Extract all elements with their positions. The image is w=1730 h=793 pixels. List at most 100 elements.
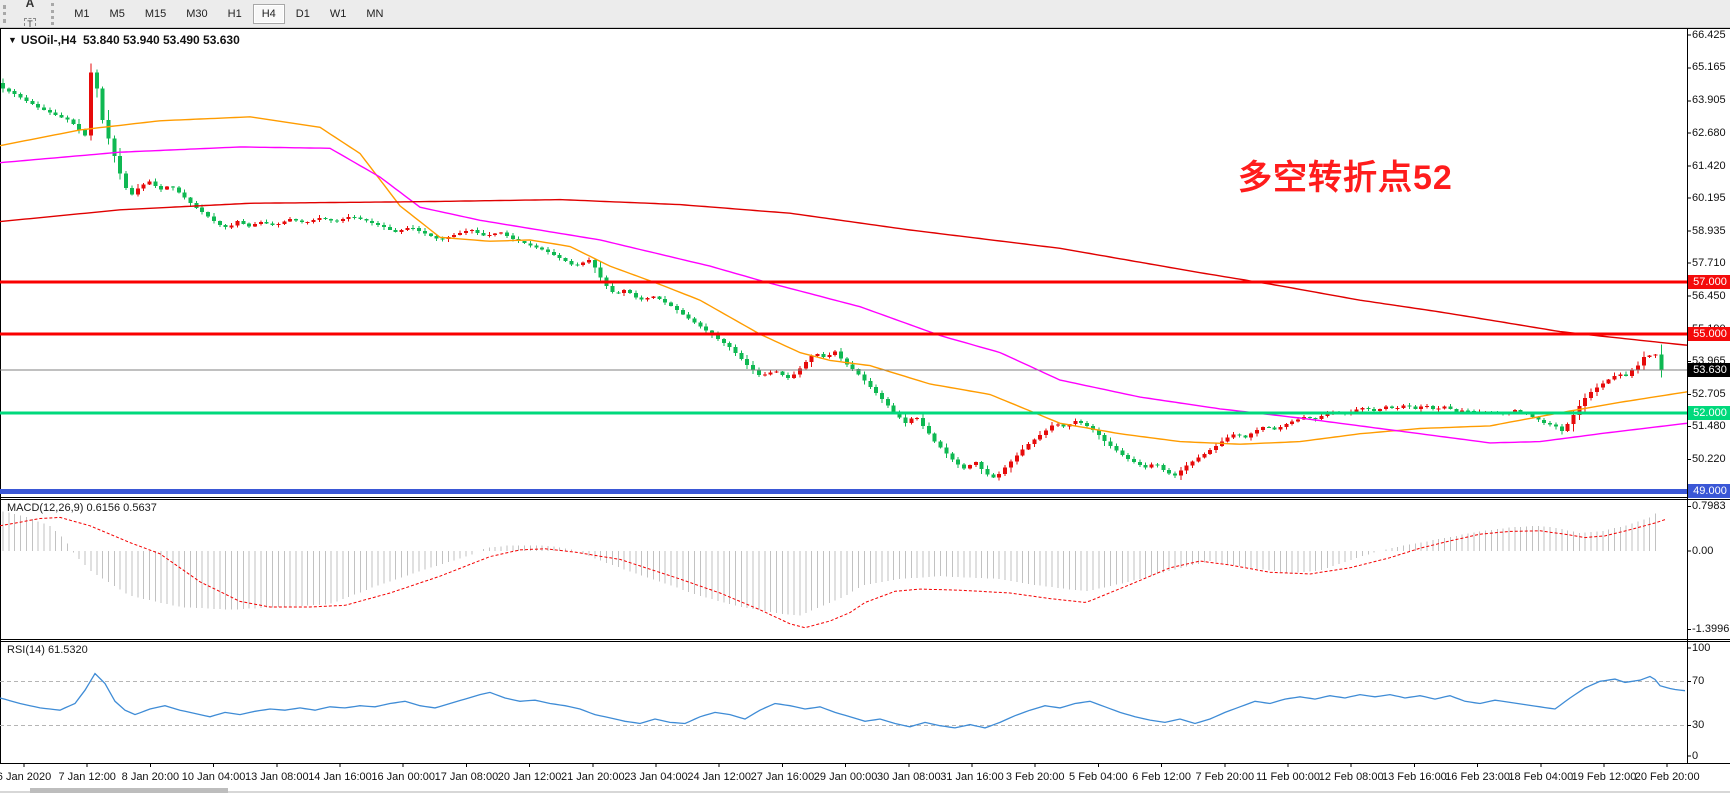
candle-body: [1073, 420, 1078, 425]
candle-body: [891, 405, 896, 412]
candle-body: [288, 219, 293, 222]
candle-body: [88, 72, 93, 136]
ma-medium-magenta: [0, 146, 1688, 444]
candle-body: [294, 219, 298, 221]
candle-body: [657, 296, 662, 299]
candle-body: [352, 216, 357, 218]
candle-body: [581, 262, 586, 266]
candle-body: [1594, 387, 1599, 393]
candle-body: [909, 418, 914, 423]
time-axis-label: 17 Jan 08:00: [434, 771, 499, 783]
candle-body: [1577, 405, 1582, 415]
macd-axis-tick: -1.3996: [1692, 622, 1730, 635]
candle-body: [645, 298, 650, 300]
horizontal-scrollbar[interactable]: [30, 788, 228, 793]
candle-body: [792, 374, 797, 378]
candle-body: [745, 359, 750, 365]
candle-body: [422, 230, 427, 234]
candle-body: [229, 225, 234, 228]
candle-body: [639, 297, 644, 300]
candle-body: [967, 465, 972, 469]
price-axis-tick: 61.420: [1692, 159, 1726, 172]
candle-body: [147, 181, 152, 185]
toolbar-grip[interactable]: [3, 4, 10, 23]
candle-body: [739, 353, 744, 360]
candle-body: [223, 224, 228, 228]
timeframe-button-m1[interactable]: M1: [65, 4, 98, 24]
candle-body: [176, 187, 181, 193]
candle-body: [1284, 424, 1289, 427]
candle-body: [1319, 415, 1324, 419]
timeframe-button-d1[interactable]: D1: [287, 4, 319, 24]
candle-body: [124, 173, 129, 189]
candle-body: [1260, 427, 1265, 431]
candle-body: [780, 371, 785, 375]
candle-body: [417, 228, 422, 231]
price-axis-tick: 60.195: [1692, 191, 1726, 204]
candle-body: [563, 258, 568, 262]
price-axis-tick: 66.425: [1692, 28, 1726, 41]
candle-body: [217, 221, 222, 225]
candle-body: [235, 220, 240, 226]
candle-body: [1120, 450, 1125, 456]
candle-body: [1600, 383, 1605, 388]
candle-body: [926, 425, 931, 434]
candle-body: [985, 469, 990, 475]
chart-annotation-text: 多空转折点52: [1238, 159, 1453, 197]
time-axis-label: 16 Feb 23:00: [1445, 771, 1511, 783]
candle-body: [182, 192, 187, 198]
time-axis-label: 7 Feb 20:00: [1195, 771, 1255, 783]
candle-body: [1653, 354, 1658, 356]
toolbar-grip[interactable]: [51, 2, 58, 25]
candle-body: [1038, 434, 1043, 440]
candle-body: [1454, 409, 1459, 412]
candle-body: [65, 117, 70, 120]
text-tool-icon[interactable]: A: [17, 0, 43, 14]
candle-body: [270, 223, 275, 225]
timeframe-button-mn[interactable]: MN: [357, 4, 392, 24]
candle-body: [756, 370, 761, 376]
timeframe-button-m30[interactable]: M30: [177, 4, 216, 24]
candle-body: [1184, 465, 1189, 471]
candle-body: [469, 230, 474, 232]
candle-body: [1137, 462, 1142, 466]
candle-body: [868, 380, 873, 387]
candle-body: [505, 232, 509, 236]
chart-title: ▼ USOil-,H4 53.840 53.940 53.490 53.630: [8, 33, 240, 47]
candle-body: [42, 107, 46, 110]
timeframe-button-w1[interactable]: W1: [321, 4, 356, 24]
candle-body: [991, 474, 996, 478]
time-axis-label: 21 Jan 20:00: [560, 771, 625, 783]
candle-body: [106, 120, 111, 139]
candle-body: [1559, 426, 1564, 431]
candle-body: [364, 219, 369, 221]
timeframe-button-m5[interactable]: M5: [101, 4, 134, 24]
price-axis-tick: 51.480: [1692, 419, 1726, 432]
timeframe-button-h1[interactable]: H1: [219, 4, 251, 24]
price-axis-tick: 65.165: [1692, 61, 1726, 74]
candle-body: [335, 220, 339, 222]
symbol-dropdown-icon[interactable]: ▼: [8, 35, 17, 45]
candle-body: [809, 356, 814, 363]
candle-body: [112, 138, 117, 156]
candle-body: [241, 220, 246, 224]
candle-body: [815, 353, 820, 356]
candle-body: [1278, 426, 1283, 430]
candle-body: [264, 221, 269, 224]
candle-body: [1255, 430, 1259, 434]
time-axis-label: 31 Jan 16:00: [940, 771, 1004, 783]
timeframe-button-m15[interactable]: M15: [136, 4, 175, 24]
timeframe-button-h4[interactable]: H4: [252, 3, 285, 24]
time-axis-label: 13 Feb 16:00: [1381, 771, 1447, 783]
candle-body: [774, 371, 779, 373]
candle-body: [510, 235, 515, 239]
candle-body: [1630, 370, 1635, 376]
time-axis-label: 8 Jan 20:00: [121, 771, 180, 783]
candle-body: [47, 109, 52, 113]
candle-body: [1173, 473, 1177, 476]
candle-body: [692, 318, 697, 323]
candle-body: [903, 417, 908, 423]
candle-body: [452, 235, 457, 237]
